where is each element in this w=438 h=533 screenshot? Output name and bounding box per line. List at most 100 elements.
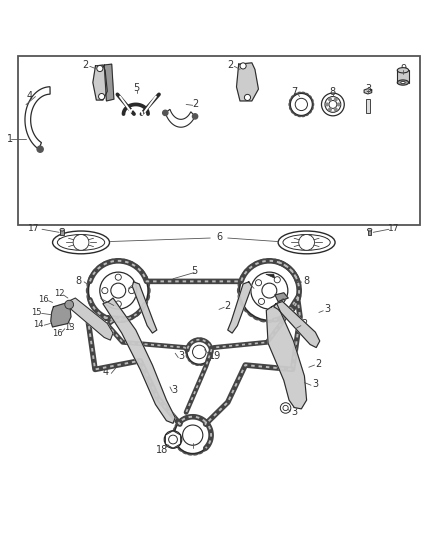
Circle shape	[240, 63, 246, 69]
Ellipse shape	[301, 92, 305, 95]
Text: 18: 18	[156, 445, 168, 455]
Ellipse shape	[290, 306, 295, 312]
Text: 2: 2	[82, 60, 88, 70]
Text: 4: 4	[27, 91, 33, 101]
Ellipse shape	[301, 114, 305, 117]
Circle shape	[337, 103, 340, 106]
Ellipse shape	[173, 432, 176, 438]
Text: 13: 13	[64, 324, 74, 332]
Text: 3: 3	[365, 84, 371, 94]
Ellipse shape	[178, 447, 183, 451]
Ellipse shape	[253, 315, 260, 320]
Text: 3: 3	[325, 304, 331, 314]
Ellipse shape	[199, 338, 204, 341]
Ellipse shape	[272, 318, 279, 322]
Ellipse shape	[115, 259, 122, 263]
Ellipse shape	[208, 427, 212, 433]
Ellipse shape	[283, 235, 330, 251]
Circle shape	[251, 272, 288, 309]
Text: 20: 20	[57, 238, 68, 247]
Polygon shape	[132, 282, 157, 333]
Ellipse shape	[134, 311, 140, 317]
Ellipse shape	[305, 93, 309, 96]
Text: 11: 11	[254, 283, 265, 292]
Ellipse shape	[139, 306, 144, 312]
Ellipse shape	[193, 415, 198, 418]
Ellipse shape	[291, 95, 295, 99]
Ellipse shape	[108, 260, 115, 264]
Ellipse shape	[266, 318, 273, 322]
Ellipse shape	[297, 287, 301, 294]
Circle shape	[162, 110, 168, 116]
Ellipse shape	[145, 280, 149, 287]
Text: 10: 10	[281, 293, 293, 302]
Circle shape	[255, 280, 261, 286]
Polygon shape	[228, 282, 252, 333]
Ellipse shape	[178, 419, 183, 423]
Ellipse shape	[310, 106, 313, 110]
Text: 8: 8	[330, 87, 336, 96]
Ellipse shape	[187, 415, 193, 418]
Ellipse shape	[199, 362, 204, 365]
Text: 9: 9	[400, 63, 406, 74]
Ellipse shape	[87, 294, 91, 301]
Ellipse shape	[237, 287, 241, 294]
Ellipse shape	[206, 423, 210, 427]
Text: 1: 1	[7, 134, 13, 144]
Circle shape	[115, 274, 121, 280]
Text: 3: 3	[171, 385, 177, 395]
Circle shape	[334, 98, 337, 101]
Ellipse shape	[187, 452, 193, 455]
Ellipse shape	[191, 340, 195, 343]
Ellipse shape	[244, 306, 249, 312]
Ellipse shape	[182, 417, 188, 420]
Circle shape	[37, 146, 43, 152]
Ellipse shape	[308, 110, 311, 113]
Polygon shape	[266, 304, 307, 409]
Bar	[60, 230, 64, 235]
Text: 17: 17	[28, 224, 39, 233]
Ellipse shape	[291, 110, 295, 113]
Circle shape	[329, 101, 337, 108]
Circle shape	[129, 287, 135, 294]
Text: 8: 8	[304, 276, 310, 286]
Text: 4: 4	[103, 367, 109, 377]
Text: 5: 5	[134, 83, 140, 93]
Ellipse shape	[89, 274, 94, 281]
Ellipse shape	[210, 350, 213, 354]
Circle shape	[174, 417, 211, 454]
Polygon shape	[274, 302, 320, 348]
Text: 2: 2	[224, 301, 230, 311]
Ellipse shape	[182, 450, 188, 454]
Ellipse shape	[209, 432, 212, 438]
Ellipse shape	[294, 274, 299, 281]
Ellipse shape	[206, 442, 210, 448]
Ellipse shape	[297, 92, 301, 95]
Circle shape	[115, 301, 121, 307]
Circle shape	[183, 425, 203, 445]
Ellipse shape	[173, 427, 177, 433]
Ellipse shape	[272, 260, 279, 264]
Ellipse shape	[175, 423, 179, 427]
Text: 16: 16	[52, 328, 62, 337]
Circle shape	[88, 261, 148, 320]
Ellipse shape	[310, 99, 313, 102]
Ellipse shape	[143, 274, 148, 281]
Ellipse shape	[305, 112, 309, 116]
Text: 3: 3	[179, 351, 185, 361]
Ellipse shape	[121, 260, 128, 264]
FancyBboxPatch shape	[18, 56, 420, 225]
Ellipse shape	[89, 300, 94, 307]
Ellipse shape	[198, 450, 203, 454]
Ellipse shape	[193, 452, 198, 455]
Ellipse shape	[97, 264, 102, 270]
Ellipse shape	[202, 419, 207, 423]
Ellipse shape	[146, 287, 150, 294]
Circle shape	[111, 283, 126, 298]
Bar	[366, 99, 370, 113]
Circle shape	[325, 96, 341, 112]
Ellipse shape	[244, 269, 249, 275]
Text: 7: 7	[291, 87, 297, 97]
Circle shape	[193, 345, 206, 359]
Text: 15: 15	[31, 308, 41, 317]
